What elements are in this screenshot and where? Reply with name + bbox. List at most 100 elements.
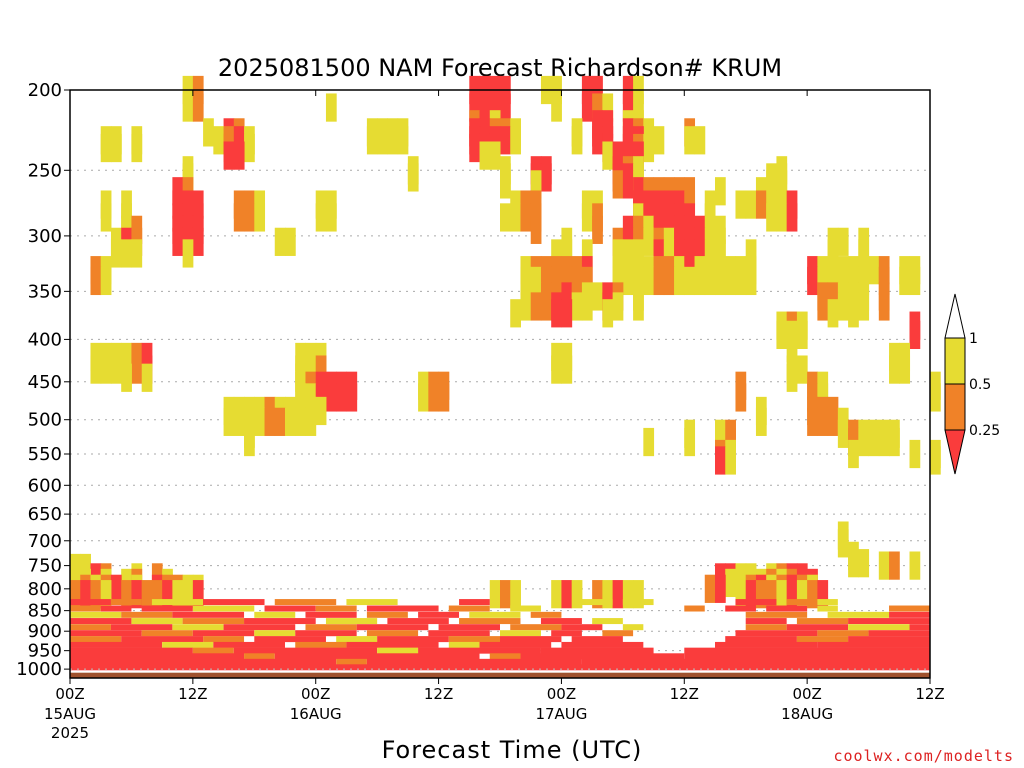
heatmap-band <box>244 618 316 625</box>
heatmap-cell <box>735 563 747 592</box>
y-tick-label: 600 <box>28 475 62 496</box>
heatmap-cell <box>315 396 327 426</box>
heatmap-cell <box>858 549 870 578</box>
y-tick-label: 300 <box>28 226 62 247</box>
heatmap-cell <box>663 203 675 232</box>
heatmap-band <box>581 658 930 665</box>
heatmap-cell <box>397 126 409 155</box>
heatmap-band <box>622 624 644 631</box>
heatmap-band <box>203 636 245 643</box>
heatmap-band <box>387 618 449 625</box>
heatmap-cell <box>674 266 685 296</box>
heatmap-band <box>848 636 930 643</box>
heatmap-cell <box>827 299 839 328</box>
heatmap-cell <box>233 407 245 436</box>
heatmap-cell <box>622 141 634 170</box>
heatmap-cell <box>694 266 706 296</box>
heatmap-band <box>796 618 849 625</box>
heatmap-cell <box>100 355 112 384</box>
heatmap-cell <box>90 355 102 384</box>
heatmap-cell <box>889 427 900 457</box>
heatmap-band <box>151 599 204 606</box>
heatmap-cell <box>561 239 573 268</box>
x-tick-label: 12Z <box>424 685 453 703</box>
heatmap-band <box>745 618 787 625</box>
heatmap-band <box>70 599 111 606</box>
heatmap-cell <box>121 239 132 268</box>
heatmap-cell <box>643 427 655 457</box>
heatmap-cell <box>602 580 614 609</box>
heatmap-band <box>295 641 347 648</box>
heatmap-cell <box>100 580 112 609</box>
x-tick-date: 17AUG <box>535 705 587 723</box>
y-tick-label: 850 <box>28 601 62 622</box>
heatmap-cell <box>612 239 624 268</box>
heatmap-cell <box>407 163 419 192</box>
heatmap-cell <box>551 299 562 328</box>
heatmap-cell <box>162 580 173 609</box>
heatmap-cell <box>848 439 859 469</box>
heatmap-band <box>100 605 132 612</box>
heatmap-cell <box>510 203 521 232</box>
heatmap-cell <box>776 170 788 199</box>
heatmap-band <box>817 641 930 648</box>
heatmap-band <box>735 630 818 637</box>
heatmap-cell <box>500 203 511 232</box>
heatmap-band <box>305 624 357 631</box>
heatmap-band <box>725 605 756 612</box>
heatmap-cell <box>366 126 378 155</box>
heatmap-cell <box>500 126 511 155</box>
y-tick-label: 650 <box>28 504 62 525</box>
heatmap-cell <box>121 363 132 392</box>
heatmap-cell <box>786 363 798 392</box>
heatmap-cell <box>192 227 204 256</box>
heatmap-band <box>868 630 930 637</box>
heatmap-cell <box>264 407 276 436</box>
heatmap-cell <box>551 239 562 268</box>
heatmap-band <box>366 605 439 612</box>
ground-fill <box>70 672 930 678</box>
heatmap-cell <box>80 553 91 583</box>
heatmap-cell <box>510 299 521 328</box>
y-tick-label: 400 <box>28 329 62 350</box>
heatmap-band <box>264 605 316 612</box>
legend-label: 1 <box>969 331 978 347</box>
heatmap-cell <box>285 407 296 436</box>
heatmap-cell <box>192 93 204 122</box>
y-tick-label: 250 <box>28 160 62 181</box>
heatmap-cell <box>131 239 143 268</box>
heatmap-cell <box>520 292 532 321</box>
heatmap-cell <box>715 177 726 206</box>
heatmap-cell <box>930 446 941 475</box>
y-tick-label: 450 <box>28 372 62 393</box>
heatmap-cell <box>561 580 573 609</box>
heatmap-cell <box>469 93 481 122</box>
heatmap-band <box>448 641 480 648</box>
heatmap-band <box>561 641 644 648</box>
heatmap-cell <box>796 355 808 384</box>
heatmap-cell <box>110 239 122 268</box>
heatmap-cell <box>684 427 696 457</box>
heatmap-cell <box>786 580 798 609</box>
legend-label: 0.5 <box>969 377 991 393</box>
y-tick-label: 900 <box>28 621 62 642</box>
heatmap-cell <box>735 266 747 296</box>
heatmap-band <box>909 624 930 631</box>
heatmap-cell <box>817 292 829 321</box>
heatmap-band <box>684 653 930 660</box>
heatmap-cell <box>325 93 337 122</box>
heatmap-cell <box>755 580 767 609</box>
heatmap-cell <box>837 227 849 256</box>
heatmap-band <box>500 630 541 637</box>
heatmap-cell <box>172 227 184 256</box>
heatmap-cell <box>520 203 532 232</box>
heatmap-cell <box>622 170 634 199</box>
heatmap-band <box>70 658 337 665</box>
heatmap-cell <box>285 227 296 256</box>
heatmap-band <box>817 605 838 612</box>
heatmap-cell <box>510 126 521 155</box>
x-tick-year: 2025 <box>51 724 89 742</box>
heatmap-band <box>520 653 685 660</box>
heatmap-cell <box>428 383 440 412</box>
